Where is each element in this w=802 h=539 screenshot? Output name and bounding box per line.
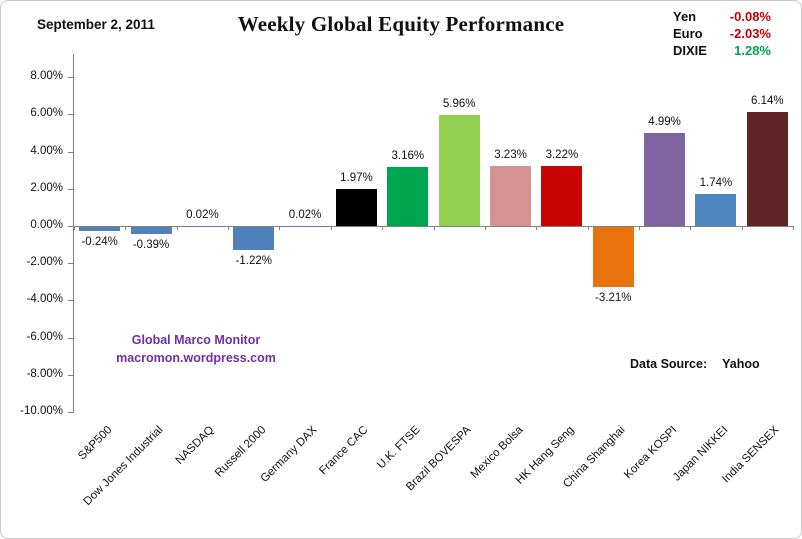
category-tick xyxy=(382,226,384,230)
currency-row: DIXIE 1.28% xyxy=(673,42,771,59)
y-tick-label: 6.00% xyxy=(30,107,63,120)
bar-japan-nikkei xyxy=(695,193,737,226)
y-tick xyxy=(68,263,74,265)
y-tick-label: -4.00% xyxy=(26,293,63,306)
bar-value-label: 0.02% xyxy=(288,208,322,221)
y-tick xyxy=(68,77,74,79)
bar-u-k-ftse xyxy=(387,167,429,226)
category-tick xyxy=(330,226,332,230)
watermark: Global Marco Monitor macromon.wordpress.… xyxy=(96,331,296,367)
y-tick-label: -10.00% xyxy=(20,405,63,417)
bar-france-cac xyxy=(335,189,377,226)
currency-panel: Yen -0.08% Euro -2.03% DIXIE 1.28% xyxy=(673,8,771,59)
bar-russell-2000 xyxy=(233,227,275,250)
currency-value: -2.03% xyxy=(729,26,771,41)
bar-value-label: 1.97% xyxy=(340,172,373,185)
category-tick xyxy=(433,226,435,230)
y-tick xyxy=(68,412,74,413)
y-tick xyxy=(68,114,74,116)
bar-brazil-bovespa xyxy=(438,115,480,226)
category-tick xyxy=(125,226,127,230)
bar-value-label: 0.02% xyxy=(186,208,219,221)
currency-label: DIXIE xyxy=(673,43,707,58)
y-tick xyxy=(68,374,74,376)
y-tick-label: 2.00% xyxy=(30,181,63,194)
bar-mexico-bolsa xyxy=(490,165,532,226)
y-tick xyxy=(68,226,74,227)
watermark-line1: Global Marco Monitor xyxy=(131,333,261,347)
chart-title: Weekly Global Equity Performance xyxy=(237,12,565,36)
y-tick-label: 8.00% xyxy=(30,70,63,83)
y-tick-label: -2.00% xyxy=(26,256,63,269)
category-tick xyxy=(638,226,640,230)
bar-value-label: 6.14% xyxy=(751,94,784,107)
currency-label: Euro xyxy=(673,26,703,41)
currency-row: Euro -2.03% xyxy=(673,25,771,42)
data-source: Data Source: Yahoo xyxy=(630,357,760,371)
category-tick xyxy=(176,226,178,230)
category-tick xyxy=(74,226,75,230)
y-tick-label: -8.00% xyxy=(26,367,63,380)
category-tick xyxy=(793,226,794,230)
bar-value-label: 3.16% xyxy=(391,150,425,163)
y-tick xyxy=(68,151,74,153)
bar-s-p500 xyxy=(79,227,121,232)
bar-india-sensex xyxy=(746,111,788,226)
data-source-label: Data Source: xyxy=(630,357,708,371)
bar-value-label: 1.74% xyxy=(699,176,733,189)
y-tick xyxy=(68,300,74,302)
y-axis-line xyxy=(73,54,74,412)
bar-value-label: -0.24% xyxy=(81,236,118,249)
currency-value: 1.28% xyxy=(734,43,771,58)
watermark-line2: macromon.wordpress.com xyxy=(116,351,276,365)
data-source-value: Yahoo xyxy=(722,357,760,371)
bar-dow-jones-industrial xyxy=(130,227,172,235)
bar-korea-kospi xyxy=(644,133,686,226)
bar-value-label: 4.99% xyxy=(648,116,681,129)
bar-china-shanghai xyxy=(592,227,634,287)
category-tick xyxy=(279,226,281,230)
category-tick xyxy=(484,226,486,230)
currency-row: Yen -0.08% xyxy=(673,8,771,25)
y-tick-label: 4.00% xyxy=(30,144,63,157)
currency-label: Yen xyxy=(673,9,697,24)
category-tick xyxy=(741,226,743,230)
bar-hk-hang-seng xyxy=(541,166,583,226)
y-tick xyxy=(68,188,74,190)
category-tick xyxy=(228,226,230,230)
bar-value-label: -0.39% xyxy=(132,239,170,252)
report-date: September 2, 2011 xyxy=(37,17,155,32)
category-tick xyxy=(587,226,589,230)
currency-value: -0.08% xyxy=(729,9,771,24)
bar-value-label: -3.21% xyxy=(595,291,632,304)
y-tick-label: -6.00% xyxy=(26,330,63,343)
bar-value-label: 3.22% xyxy=(545,149,579,162)
category-tick xyxy=(690,226,692,230)
y-tick xyxy=(68,337,74,339)
y-tick-label: 0.00% xyxy=(30,219,63,231)
category-tick xyxy=(536,226,538,230)
bar-value-label: 3.23% xyxy=(494,148,527,161)
bar-value-label: 5.96% xyxy=(442,98,476,111)
bar-value-label: -1.22% xyxy=(235,254,272,267)
